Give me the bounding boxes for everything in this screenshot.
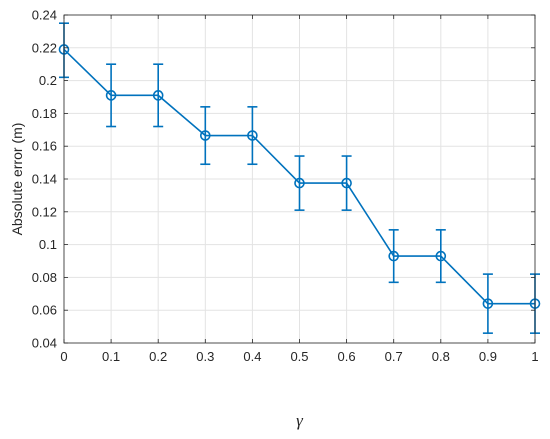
x-tick-label: 0 — [60, 349, 67, 364]
y-tick-label: 0.16 — [32, 139, 57, 154]
x-tick-label: 0.9 — [479, 349, 497, 364]
x-tick-label: 0.4 — [243, 349, 261, 364]
x-tick-label: 0.5 — [290, 349, 308, 364]
x-axis-label: γ — [296, 411, 304, 430]
x-tick-label: 0.2 — [149, 349, 167, 364]
error-bar — [388, 229, 399, 284]
y-tick-label: 0.2 — [39, 73, 57, 88]
data-point — [388, 250, 400, 262]
error-bar — [106, 63, 117, 128]
error-bar — [200, 106, 211, 166]
y-tick-label: 0.14 — [32, 172, 57, 187]
x-tick-label: 0.7 — [385, 349, 403, 364]
error-bar — [341, 155, 352, 211]
error-bar — [247, 106, 258, 166]
data-point — [435, 250, 447, 262]
data-point — [294, 177, 305, 189]
y-tick-label: 0.24 — [32, 8, 57, 23]
y-tick-label: 0.1 — [39, 237, 57, 252]
y-tick-label: 0.08 — [32, 270, 57, 285]
data-point — [200, 130, 211, 141]
ticks-group: 0 0.1 0.2 0.3 0.4 0.5 0.6 0.7 0.8 0.9 1 0.04 0.06 0.0… — [32, 8, 539, 365]
x-tick-label: 0.1 — [102, 349, 120, 364]
data-point — [152, 90, 164, 101]
x-tick-label: 1 — [531, 349, 538, 364]
y-tick-label: 0.06 — [32, 303, 57, 318]
x-tick-label: 0.6 — [338, 349, 356, 364]
data-point — [247, 130, 258, 141]
data-point — [105, 90, 117, 101]
y-tick-label: 0.22 — [32, 40, 57, 55]
y-tick-label: 0.04 — [32, 336, 57, 351]
error-bar — [153, 63, 164, 128]
data-point — [341, 177, 352, 189]
data-point — [482, 298, 494, 309]
error-bar — [482, 273, 493, 334]
y-axis-label: Absolute error (m) — [9, 123, 25, 236]
y-tick-label: 0.18 — [32, 106, 57, 121]
x-tick-label: 0.8 — [432, 349, 450, 364]
error-bar — [294, 155, 305, 211]
y-tick-label: 0.12 — [32, 204, 57, 219]
x-tick-label: 0.3 — [196, 349, 214, 364]
error-bar — [435, 229, 446, 284]
